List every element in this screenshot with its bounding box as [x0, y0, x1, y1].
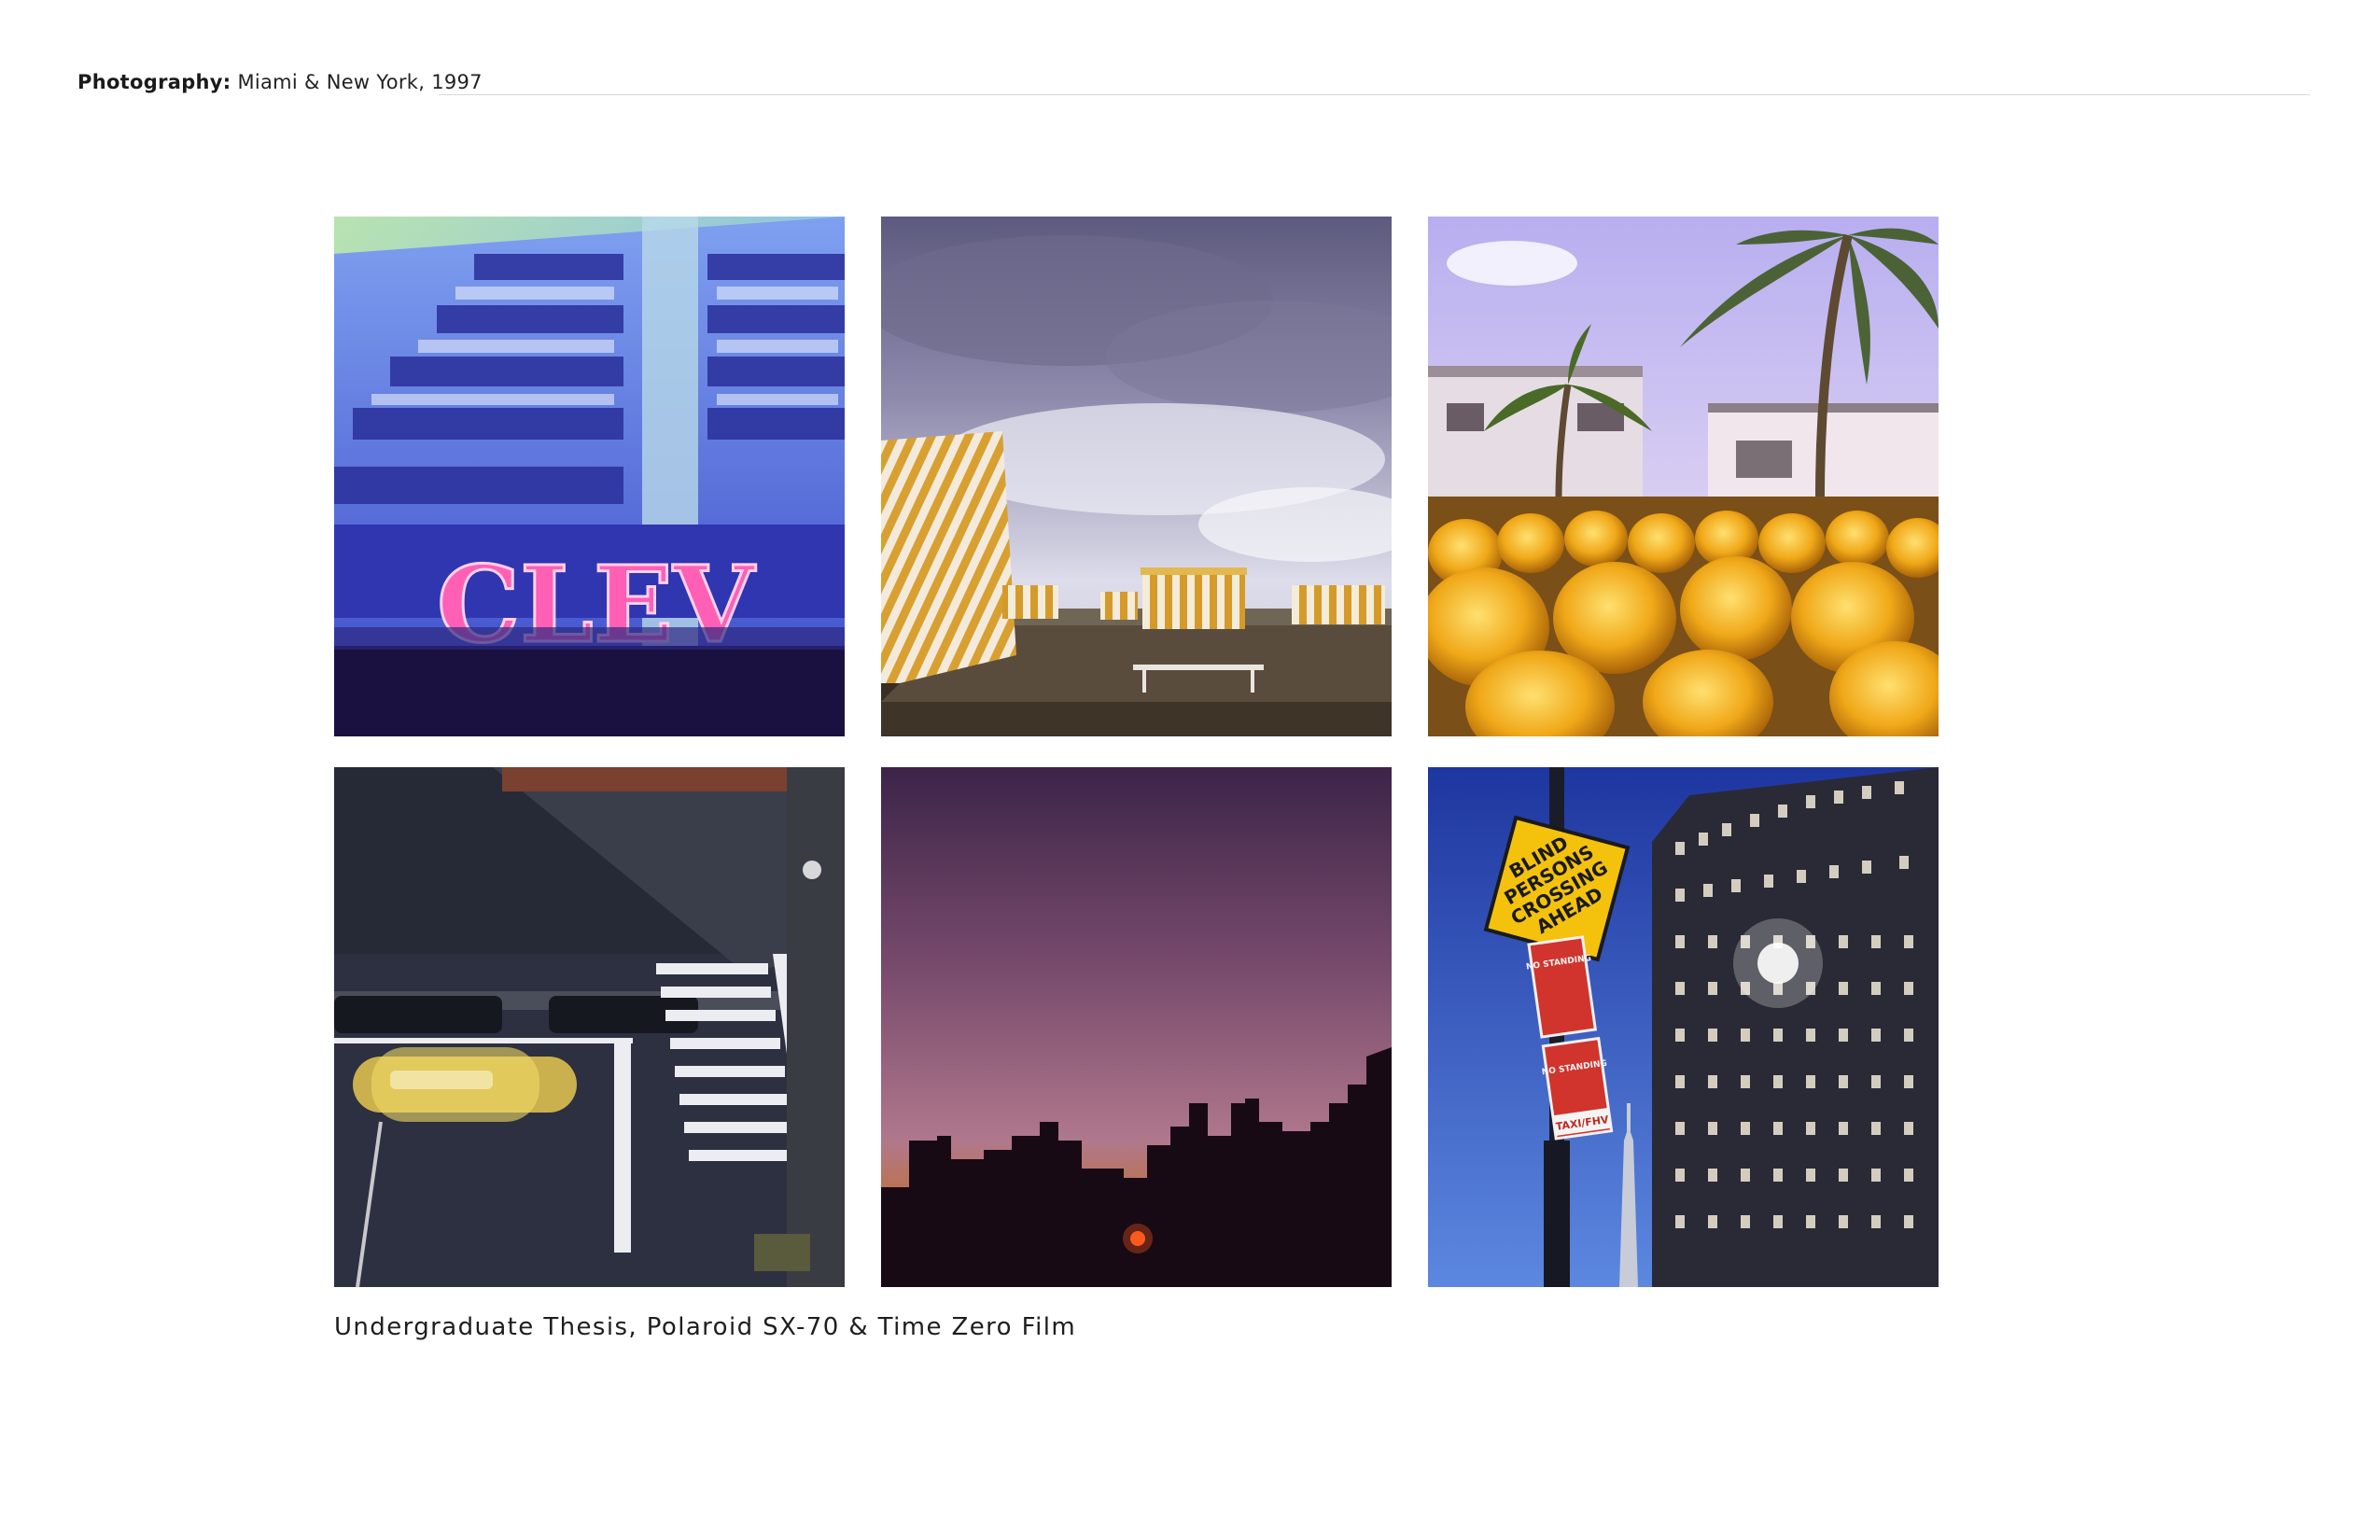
- photo-skyline-sunset: [881, 767, 1392, 1287]
- page-header: Photography: Miami & New York, 1997: [77, 69, 2310, 95]
- header-subtitle: Miami & New York, 1997: [237, 71, 483, 93]
- header-label: Photography:: [77, 71, 231, 93]
- photo-art-deco-hotel: CLEV: [334, 217, 845, 736]
- photo-barricade-lights: [1428, 217, 1939, 736]
- photo-blind-persons-sign: BLIND PERSONS CROSSING AHEAD NO STANDING…: [1428, 767, 1939, 1287]
- gallery-caption: Undergraduate Thesis, Polaroid SX-70 & T…: [334, 1313, 1077, 1341]
- header-divider: [439, 94, 2310, 95]
- photo-taxi-crosswalk: [334, 767, 845, 1287]
- photo-beach-cabanas: [881, 217, 1392, 736]
